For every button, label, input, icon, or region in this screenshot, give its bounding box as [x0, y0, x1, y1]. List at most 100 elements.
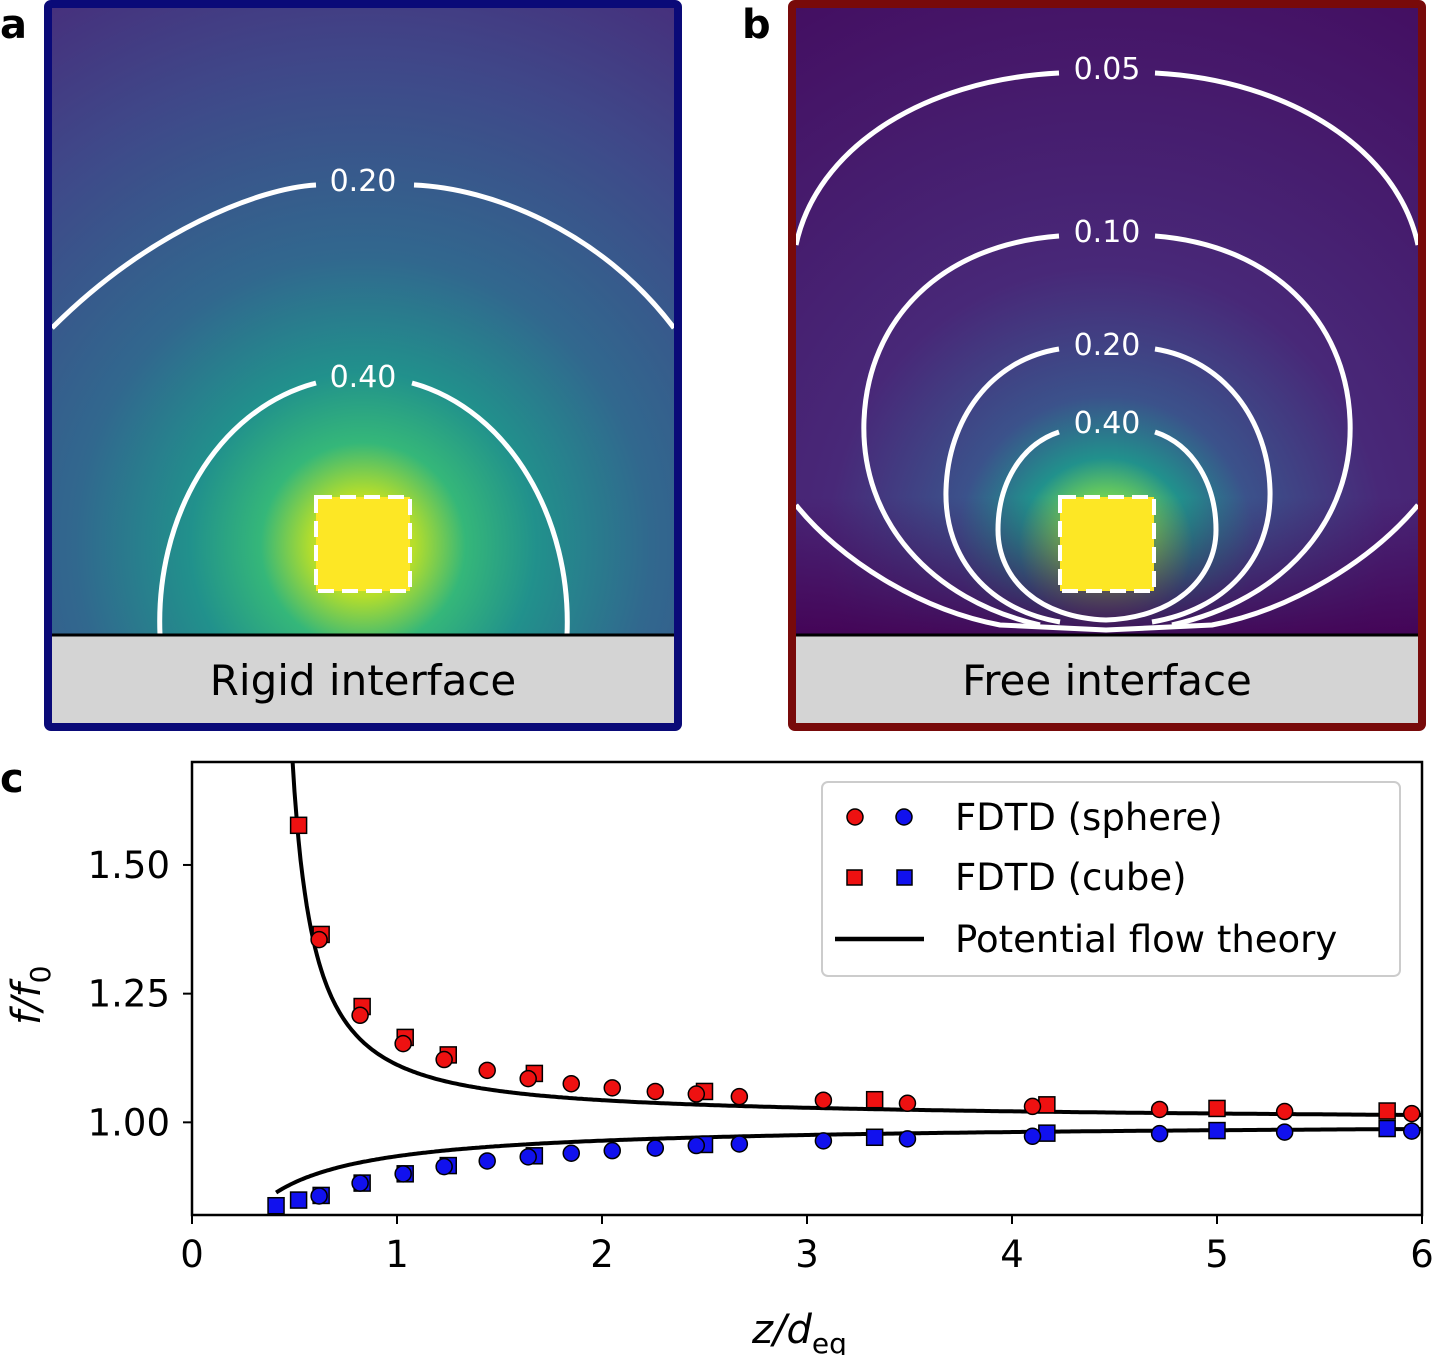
point-sphere-blue [394, 1165, 412, 1183]
point-sphere-red [730, 1087, 749, 1106]
panel-a-source-box [314, 495, 412, 593]
point-sphere-blue [435, 1157, 453, 1176]
point-cube-blue [267, 1196, 285, 1215]
legend: FDTD (sphere) FDTD (cube) Potential flow… [821, 781, 1401, 977]
point-sphere-red [394, 1034, 412, 1053]
point-sphere-blue [646, 1139, 665, 1157]
point-sphere-red [1150, 1100, 1169, 1119]
point-sphere-blue [478, 1152, 496, 1170]
series-layer [267, 762, 1422, 1215]
legend-marker-sphere-blue [895, 808, 913, 826]
panel-b-contour-label-020: 0.20 [1074, 328, 1141, 363]
point-sphere-red [646, 1082, 665, 1101]
panel-b-contour-005 [1154, 70, 1418, 246]
panel-b-contour-label-010: 0.10 [1074, 215, 1141, 250]
legend-label-cube: FDTD (cube) [955, 856, 1187, 899]
axis-ticks: 0 1 2 3 4 5 6 1.00 1.25 1.50 [88, 844, 1434, 1276]
point-sphere-red [435, 1050, 453, 1069]
point-cube-blue [865, 1128, 884, 1147]
point-sphere-blue [1275, 1123, 1294, 1141]
point-sphere-blue [1023, 1127, 1042, 1145]
y-tick-label: 1.50 [88, 844, 170, 887]
x-tick-label: 6 [1410, 1233, 1434, 1276]
legend-marker-cube-blue [896, 869, 913, 886]
panel-b-frame [788, 0, 1426, 731]
panel-a-interface-label: Rigid interface [210, 656, 517, 705]
point-cube-blue [1208, 1121, 1226, 1140]
point-cube-red [289, 816, 308, 835]
point-sphere-red [1403, 1104, 1421, 1123]
legend-label-sphere: FDTD (sphere) [955, 796, 1223, 839]
legend-box [821, 781, 1401, 977]
panel-b-contour-005 [796, 70, 1060, 246]
legend-marker-sphere-red [846, 808, 864, 826]
panel-b-source-box [1058, 495, 1156, 593]
point-sphere-blue [562, 1144, 580, 1162]
panel-b-contour-010 [861, 233, 1060, 628]
panel-b-contour-010 [1154, 233, 1353, 628]
panel-a-letter: a [0, 2, 27, 48]
x-axis-label: z/deq [751, 1307, 847, 1355]
panel-a-contour-040 [157, 380, 317, 635]
point-sphere-blue [519, 1148, 537, 1166]
panel-b: 0.05 0.10 0.20 0.40 Free interface [788, 0, 1426, 731]
panel-a-contour-020 [52, 182, 317, 330]
point-sphere-red [1275, 1102, 1294, 1121]
point-sphere-red [562, 1074, 580, 1093]
panel-a-contour-020 [413, 182, 674, 330]
panel-a-contour-040 [411, 380, 570, 635]
panel-b-contour-label-005: 0.05 [1074, 52, 1141, 87]
point-sphere-red [814, 1091, 833, 1109]
legend-marker-cube-red [846, 869, 863, 886]
x-tick-label: 1 [385, 1233, 409, 1276]
point-sphere-red [310, 930, 328, 949]
point-cube-red [1208, 1099, 1226, 1118]
theory-curve-lower [275, 1127, 1422, 1195]
panel-b-contour-label-040: 0.40 [1074, 406, 1141, 441]
y-tick-label: 1.25 [88, 973, 170, 1016]
point-cube-red [865, 1090, 884, 1109]
panel-b-contour-020 [943, 346, 1061, 625]
point-sphere-blue [310, 1187, 328, 1205]
panel-b-interface-label: Free interface [962, 656, 1252, 705]
legend-label-theory: Potential flow theory [955, 918, 1337, 961]
point-cube-blue [1038, 1124, 1056, 1142]
point-sphere-blue [730, 1135, 749, 1153]
point-sphere-blue [1403, 1122, 1421, 1140]
panel-a: 0.20 0.40 Rigid interface [44, 0, 682, 731]
point-sphere-red [351, 1006, 369, 1025]
x-tick-label: 4 [1000, 1233, 1024, 1276]
point-sphere-red [478, 1061, 496, 1080]
panel-a-contour-label-020: 0.20 [330, 164, 397, 199]
point-sphere-blue [898, 1130, 917, 1148]
point-cube-blue [289, 1191, 308, 1209]
panel-b-letter: b [742, 2, 771, 48]
point-sphere-blue [1150, 1124, 1169, 1143]
point-cube-red [1038, 1096, 1056, 1114]
panel-c-chart: 0 1 2 3 4 5 6 1.00 1.25 1.50 z/deq f/f0 FDTD (sph… [4, 760, 1434, 1355]
y-axis-label: f/f0 [4, 966, 57, 1025]
x-tick-label: 3 [795, 1233, 819, 1276]
point-sphere-red [898, 1094, 917, 1113]
point-cube-red [1378, 1102, 1396, 1120]
panel-b-contour-005 [796, 503, 1418, 633]
point-sphere-red [687, 1085, 706, 1103]
point-sphere-red [1023, 1097, 1042, 1116]
x-tick-label: 5 [1205, 1233, 1229, 1276]
panel-c-letter: c [0, 756, 24, 802]
y-tick-label: 1.00 [88, 1101, 170, 1144]
theory-curve-upper [290, 762, 1422, 1117]
point-sphere-blue [814, 1132, 833, 1150]
panel-b-interface [796, 635, 1418, 723]
point-sphere-blue [687, 1136, 706, 1155]
point-sphere-blue [603, 1141, 621, 1160]
point-sphere-blue [351, 1174, 369, 1192]
x-tick-label: 0 [180, 1233, 204, 1276]
point-sphere-red [603, 1079, 621, 1097]
point-sphere-red [519, 1069, 537, 1088]
panel-a-interface [52, 635, 674, 723]
point-cube-blue [1378, 1119, 1396, 1138]
panel-b-contour-040 [995, 429, 1219, 623]
panel-b-contour-020 [1151, 346, 1273, 625]
